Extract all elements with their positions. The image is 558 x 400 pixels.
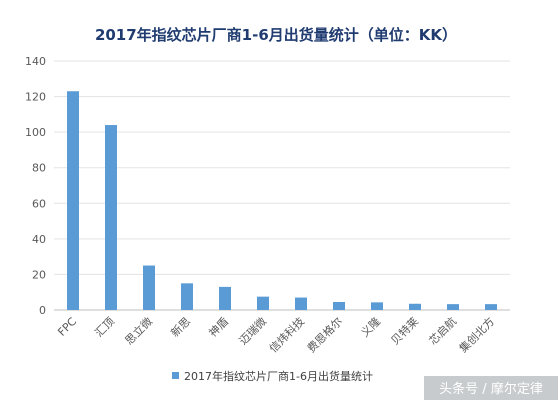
bars (67, 91, 497, 311)
watermark-text: 头条号 / 摩尔定律 (439, 381, 543, 397)
y-tick-label: 0 (39, 304, 46, 317)
chart-title: 2017年指纹芯片厂商1-6月出货量统计（单位：KK） (95, 26, 457, 44)
y-tick-label: 140 (25, 55, 46, 68)
x-tick-label: 集创北方 (456, 314, 497, 355)
grid-layer (54, 60, 510, 311)
x-tick-label: 思立微 (122, 314, 155, 347)
y-tick-label: 40 (32, 233, 46, 246)
bar (485, 304, 497, 310)
x-tick-label: 信炜科技 (266, 314, 307, 355)
bar (295, 297, 307, 310)
legend: 2017年指纹芯片厂商1-6月出货量统计 (172, 369, 373, 383)
y-tick-label: 60 (32, 197, 46, 210)
x-tick-label: 芯启航 (426, 314, 459, 347)
x-tick-label: 迈瑞微 (236, 314, 269, 347)
x-tick-label: FPC (55, 315, 79, 339)
legend-swatch (172, 372, 179, 379)
bar (67, 91, 79, 310)
x-tick-label: 汇顶 (92, 315, 117, 340)
bar (219, 286, 231, 310)
bar (447, 304, 459, 310)
bar (409, 303, 421, 310)
x-tick-label: 新思 (168, 314, 193, 339)
legend-label: 2017年指纹芯片厂商1-6月出货量统计 (184, 369, 373, 383)
bar (181, 283, 193, 310)
watermark: 头条号 / 摩尔定律 (424, 376, 558, 400)
x-tick-label: 神盾 (206, 314, 231, 339)
x-tick-label: 费恩格尔 (304, 314, 345, 355)
y-tick-label: 120 (25, 91, 46, 104)
y-axis-ticks: 0 20 40 60 80 100 120 140 (25, 55, 46, 317)
x-tick-label: 贝特莱 (388, 314, 421, 347)
y-tick-label: 20 (32, 268, 46, 281)
bar (105, 125, 117, 311)
bar (143, 265, 155, 310)
y-tick-label: 80 (32, 162, 46, 175)
x-tick-label: 义隆 (358, 314, 383, 339)
bar (257, 296, 269, 310)
bar (371, 302, 383, 310)
y-tick-label: 100 (25, 126, 46, 139)
bar (333, 301, 345, 310)
